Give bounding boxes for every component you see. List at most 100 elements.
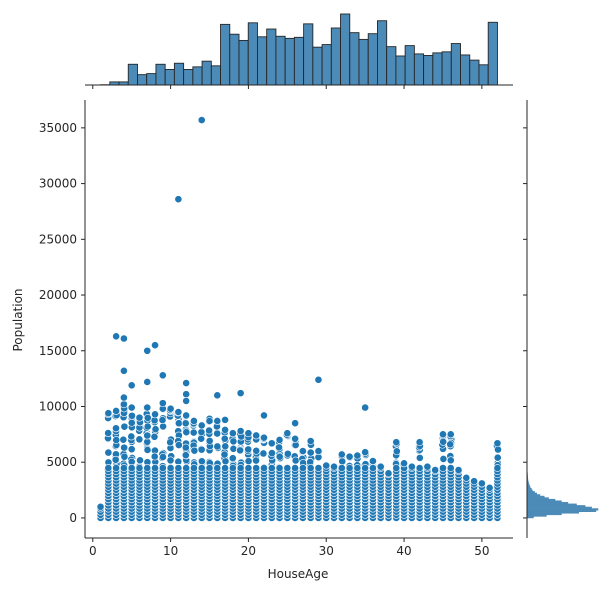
scatter-point xyxy=(151,464,159,472)
scatter-point xyxy=(493,453,502,462)
scatter-point xyxy=(306,464,315,472)
scatter-point xyxy=(158,399,167,408)
x-tick-label: 0 xyxy=(89,544,97,558)
scatter-point xyxy=(190,464,198,472)
x-hist-bar xyxy=(469,59,480,86)
scatter-point xyxy=(439,437,448,446)
scatter-point xyxy=(104,409,113,418)
scatter-point xyxy=(291,434,300,443)
x-hist-bar xyxy=(386,46,397,86)
x-hist-bar xyxy=(201,60,212,86)
scatter-points xyxy=(96,116,502,522)
x-hist-bar xyxy=(321,44,332,86)
x-tick-label: 40 xyxy=(396,544,411,558)
scatter-point xyxy=(252,456,260,465)
x-hist-bar xyxy=(293,36,305,86)
scatter-point xyxy=(353,451,362,460)
scatter-point xyxy=(182,397,191,405)
scatter-point xyxy=(260,464,268,472)
scatter-point xyxy=(104,448,113,457)
x-hist-bar xyxy=(220,23,231,86)
x-hist-bar xyxy=(478,64,489,86)
scatter-point xyxy=(229,444,238,453)
scatter-point xyxy=(220,434,229,443)
scatter-point xyxy=(190,446,199,455)
scatter-point xyxy=(197,428,206,436)
scatter-point xyxy=(96,502,105,511)
scatter-point xyxy=(446,440,455,449)
y-tick-label: 35000 xyxy=(39,121,77,135)
scatter-point xyxy=(143,446,152,454)
scatter-point xyxy=(182,428,191,437)
y-tick-label: 10000 xyxy=(39,399,77,413)
x-marginal-histogram xyxy=(85,13,513,89)
scatter-point xyxy=(439,430,447,439)
scatter-point xyxy=(213,417,222,425)
scatter-point xyxy=(112,464,121,472)
scatter-point xyxy=(236,446,244,455)
scatter-point xyxy=(158,371,167,380)
scatter-point xyxy=(197,116,206,124)
scatter-point xyxy=(112,332,121,341)
scatter-point xyxy=(446,430,455,439)
scatter-point xyxy=(462,473,471,482)
scatter-point xyxy=(143,346,152,355)
scatter-point xyxy=(291,419,300,428)
x-hist-bar xyxy=(349,32,360,86)
scatter-point xyxy=(415,438,424,447)
scatter-point xyxy=(228,464,237,472)
scatter-point xyxy=(338,457,347,466)
scatter-point xyxy=(151,425,160,434)
x-hist-bar xyxy=(164,69,175,86)
x-hist-bar xyxy=(266,28,277,86)
scatter-point xyxy=(275,436,284,444)
scatter-point xyxy=(267,439,276,448)
scatter-point xyxy=(415,464,424,472)
scatter-point xyxy=(236,427,245,435)
scatter-point xyxy=(252,446,261,455)
scatter-point xyxy=(143,431,152,440)
scatter-point xyxy=(189,428,198,437)
x-hist-bar xyxy=(413,53,425,86)
scatter-point xyxy=(159,453,167,461)
scatter-point xyxy=(252,431,261,440)
scatter-point xyxy=(112,436,121,444)
scatter-point xyxy=(135,464,144,472)
scatter-point xyxy=(376,462,385,471)
scatter-point xyxy=(174,408,183,416)
y-tick-label: 30000 xyxy=(39,177,77,191)
x-hist-bar xyxy=(340,13,351,86)
scatter-point xyxy=(268,449,276,458)
scatter-point xyxy=(112,424,120,433)
scatter-point xyxy=(314,464,323,472)
x-hist-bar xyxy=(367,33,378,86)
scatter-point xyxy=(158,464,167,472)
scatter-point xyxy=(205,464,214,472)
scatter-point xyxy=(174,464,183,472)
scatter-point xyxy=(197,445,206,454)
scatter-point xyxy=(104,464,113,472)
x-tick-label: 10 xyxy=(163,544,178,558)
scatter-point xyxy=(260,433,268,442)
scatter-point xyxy=(291,456,300,465)
scatter-point xyxy=(298,464,307,472)
scatter-point xyxy=(470,477,478,486)
scatter-point xyxy=(236,389,245,398)
scatter-point xyxy=(236,464,245,472)
x-tick-label: 50 xyxy=(474,544,489,558)
scatter-point xyxy=(439,455,448,463)
scatter-point xyxy=(166,438,175,447)
scatter-point xyxy=(361,464,370,472)
scatter-point xyxy=(120,452,129,461)
scatter-point xyxy=(337,464,346,472)
x-hist-bar xyxy=(173,62,185,86)
scatter-point xyxy=(197,464,206,472)
x-hist-bar xyxy=(303,23,314,86)
x-hist-bar xyxy=(229,33,240,86)
scatter-point xyxy=(119,435,128,444)
scatter-point xyxy=(369,457,377,465)
scatter-point xyxy=(197,434,206,443)
x-hist-bar xyxy=(404,45,415,86)
scatter-point xyxy=(229,437,238,446)
